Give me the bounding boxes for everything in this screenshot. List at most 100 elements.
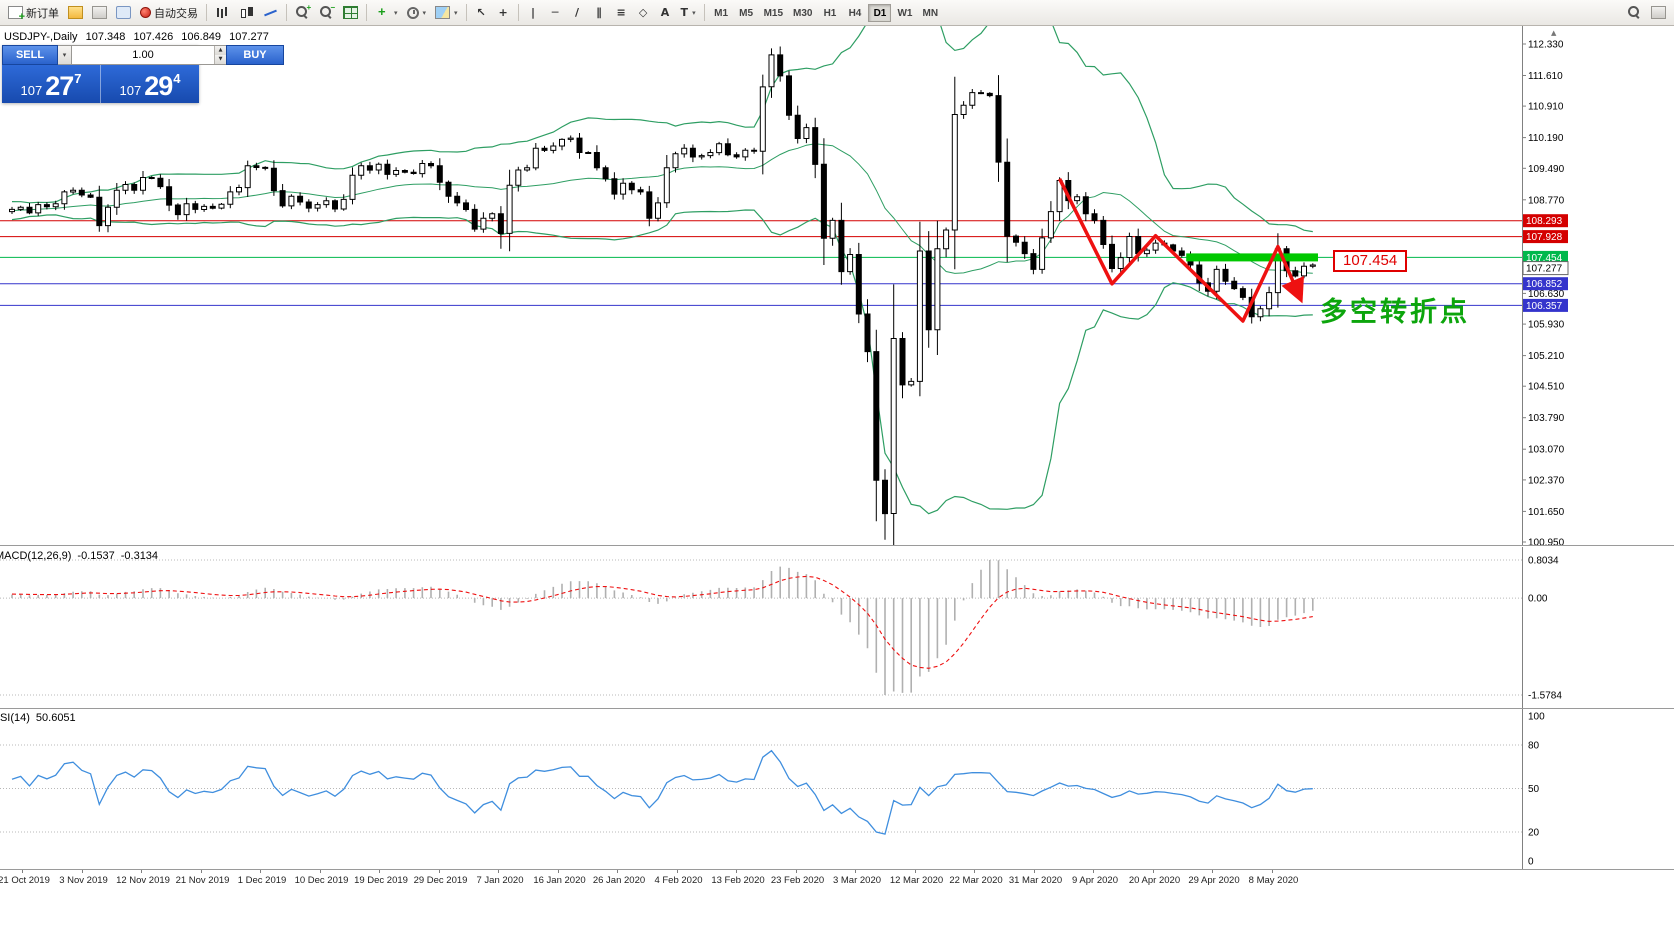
chart-window-icon bbox=[68, 6, 83, 19]
chevron-down-icon: ▾ bbox=[422, 8, 427, 17]
history-center-button[interactable] bbox=[112, 2, 135, 23]
panel-splitter[interactable] bbox=[0, 869, 1674, 870]
chevron-down-icon: ▾ bbox=[692, 8, 696, 17]
time-label: 31 Mar 2020 bbox=[1008, 875, 1063, 886]
rsi-name: RSI(14) bbox=[0, 712, 30, 724]
trendline-button[interactable]: / bbox=[567, 2, 588, 23]
timeframe-m1-button[interactable]: M1 bbox=[710, 4, 733, 22]
price-line-label: 108.293 bbox=[1526, 216, 1563, 227]
ask-pips: 29 bbox=[144, 71, 173, 101]
rsi-axis-label: 0 bbox=[1528, 857, 1534, 868]
horizontal-line-button[interactable]: ─ bbox=[545, 2, 566, 23]
tile-windows-icon bbox=[343, 6, 358, 19]
symbol-period-label: USDJPY-,Daily bbox=[4, 31, 78, 43]
time-label: 7 Jan 2020 bbox=[476, 875, 524, 886]
bid-price[interactable]: 107 27 7 bbox=[2, 65, 101, 103]
zigzag-annotation[interactable] bbox=[1058, 178, 1304, 323]
cursor-button[interactable]: ↖ bbox=[471, 2, 492, 23]
buy-button[interactable]: BUY bbox=[226, 45, 284, 65]
rsi-axis-label: 100 bbox=[1528, 712, 1545, 723]
time-axis[interactable]: 21 Oct 2019 3 Nov 2019 12 Nov 2019 21 Nov 2… bbox=[0, 870, 1674, 894]
profiles-button[interactable] bbox=[88, 2, 111, 23]
sell-button[interactable]: SELL bbox=[2, 45, 58, 65]
price-tick-label: 106.630 bbox=[1528, 289, 1565, 300]
volume-dropdown[interactable]: ▾ bbox=[58, 45, 72, 65]
macd-main-value: -0.1537 bbox=[77, 550, 115, 562]
support-zone-bar[interactable] bbox=[1186, 253, 1318, 262]
macd-panel[interactable]: 0.8034 0.00 -1.5784 bbox=[0, 547, 1674, 708]
line-chart-button[interactable] bbox=[259, 2, 282, 23]
crosshair-button[interactable]: + bbox=[493, 2, 514, 23]
turning-point-note[interactable]: 多空转折点 bbox=[1320, 297, 1470, 327]
panel-splitter[interactable] bbox=[0, 708, 1674, 709]
search-button[interactable] bbox=[1623, 2, 1646, 23]
bollinger-middle-band bbox=[11, 143, 1313, 274]
vertical-line-button[interactable]: | bbox=[523, 2, 544, 23]
volume-up-button[interactable]: ▲ bbox=[214, 46, 226, 55]
time-label: 4 Feb 2020 bbox=[654, 875, 703, 886]
price-tick-label: 103.070 bbox=[1528, 445, 1565, 456]
indicators-button[interactable]: ▾ bbox=[371, 2, 402, 23]
bar-chart-button[interactable] bbox=[211, 2, 234, 23]
autotrading-button[interactable]: 自动交易 bbox=[136, 2, 202, 23]
main-price-chart[interactable]: 112.330 111.610 110.910 110.190 109.490 108.7… bbox=[0, 26, 1674, 545]
timeframe-m5-button[interactable]: M5 bbox=[735, 4, 758, 22]
timeframe-h1-button[interactable]: H1 bbox=[818, 4, 841, 22]
window-list-button[interactable] bbox=[1647, 2, 1670, 23]
fibonacci-button[interactable]: ≡ bbox=[611, 2, 632, 23]
panel-splitter[interactable] bbox=[0, 545, 1674, 546]
price-tick-label: 100.950 bbox=[1528, 538, 1565, 546]
time-label: 13 Feb 2020 bbox=[711, 875, 765, 886]
horizontal-line-icon: ─ bbox=[551, 6, 559, 19]
price-tick-label: 103.790 bbox=[1528, 413, 1565, 424]
toolbar-separator bbox=[366, 4, 367, 21]
time-label: 29 Apr 2020 bbox=[1188, 875, 1240, 886]
time-label: 29 Dec 2019 bbox=[413, 875, 468, 886]
time-label: 1 Dec 2019 bbox=[237, 875, 287, 886]
rsi-axis-label: 50 bbox=[1528, 784, 1540, 795]
profiles-icon bbox=[92, 6, 107, 19]
new-order-label: 新订单 bbox=[26, 7, 59, 20]
search-icon bbox=[1627, 6, 1642, 19]
level-price-callout[interactable]: 107.454 bbox=[1333, 250, 1408, 272]
cursor-icon: ↖ bbox=[476, 6, 486, 19]
volume-input[interactable] bbox=[72, 46, 214, 64]
zoom-out-button[interactable]: − bbox=[315, 2, 338, 23]
toolbar-separator bbox=[517, 4, 519, 21]
time-label: 12 Nov 2019 bbox=[116, 875, 170, 886]
candlestick-button[interactable] bbox=[235, 2, 258, 23]
chart-scroll-arrow[interactable]: ▲ bbox=[1551, 29, 1557, 37]
templates-icon bbox=[435, 6, 451, 19]
arrows-tool-button[interactable]: T ▾ bbox=[677, 2, 700, 23]
timeframe-m15-button[interactable]: M15 bbox=[760, 4, 787, 22]
shapes-button[interactable]: ◇ bbox=[633, 2, 654, 23]
bollinger-lower-band bbox=[11, 209, 1313, 515]
ask-price[interactable]: 107 29 4 bbox=[101, 65, 199, 103]
price-tick-label: 110.910 bbox=[1528, 102, 1564, 113]
autotrading-label: 自动交易 bbox=[154, 7, 198, 20]
periods-button[interactable]: ▾ bbox=[403, 2, 431, 23]
channel-button[interactable]: ∥ bbox=[589, 2, 610, 23]
timeframe-w1-button[interactable]: W1 bbox=[893, 4, 916, 22]
new-order-button[interactable]: 新订单 bbox=[4, 2, 63, 23]
templates-button[interactable]: ▾ bbox=[431, 2, 462, 23]
bull-candles bbox=[9, 54, 1316, 514]
timeframe-h4-button[interactable]: H4 bbox=[843, 4, 866, 22]
time-label: 8 May 2020 bbox=[1248, 875, 1299, 886]
price-tick-label: 102.370 bbox=[1528, 475, 1565, 486]
time-label: 23 Feb 2020 bbox=[770, 875, 825, 886]
volume-down-button[interactable]: ▼ bbox=[214, 55, 226, 64]
timeframe-d1-button[interactable]: D1 bbox=[868, 4, 892, 23]
channel-icon: ∥ bbox=[596, 6, 602, 19]
text-tool-button[interactable]: A bbox=[655, 2, 676, 23]
toolbar-separator bbox=[703, 4, 705, 21]
zoom-in-button[interactable]: + bbox=[291, 2, 314, 23]
timeframe-mn-button[interactable]: MN bbox=[918, 4, 942, 22]
timeframe-m30-button[interactable]: M30 bbox=[789, 4, 816, 22]
rsi-panel[interactable]: 100 80 50 20 0 bbox=[0, 709, 1674, 869]
price-tick-label: 104.510 bbox=[1528, 382, 1565, 393]
price-tick-label: 111.610 bbox=[1528, 71, 1563, 82]
tile-windows-button[interactable] bbox=[339, 2, 362, 23]
chart-window-button[interactable] bbox=[64, 2, 87, 23]
price-tick-label: 108.770 bbox=[1528, 195, 1565, 206]
